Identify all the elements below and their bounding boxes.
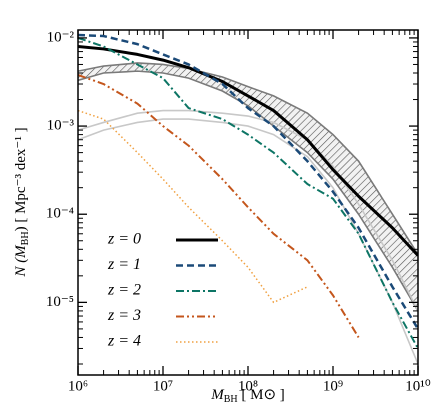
x-label-part: [ M⊙ ] — [238, 387, 285, 403]
plot-area — [78, 33, 418, 365]
legend-label: z = 2 — [107, 282, 141, 299]
x-tick-label: 10⁶ — [68, 378, 88, 394]
series-line — [78, 109, 308, 304]
series-line — [78, 33, 418, 330]
band-edge — [78, 118, 418, 365]
legend-label: z = 1 — [107, 256, 141, 273]
x-tick-label: 10¹⁰ — [405, 378, 431, 394]
series-line — [78, 74, 360, 338]
band-edge — [78, 109, 418, 312]
series-line — [78, 44, 418, 257]
axes: 10⁶ 10⁷ 10⁸ 10⁹ 10¹⁰ 10⁻⁵ 10⁻⁴ 10⁻³ 10⁻² z = 0 z =… — [46, 29, 431, 394]
series-line — [78, 36, 418, 349]
y-label-part: ) [ Mpc⁻³ dex⁻¹ ] — [13, 127, 29, 231]
y-label-part: BH — [20, 231, 31, 245]
x-tick-label: 10⁹ — [323, 378, 343, 394]
band-edge — [78, 62, 418, 255]
legend-label: z = 3 — [107, 307, 141, 324]
x-tick-label: 10⁸ — [238, 378, 258, 394]
y-label-part: N (M — [13, 244, 29, 278]
y-tick-label: 10⁻⁵ — [46, 294, 74, 310]
x-axis-label: MBH [ M⊙ ] — [210, 387, 285, 405]
x-label-part: BH — [224, 394, 238, 405]
x-tick-label: 10⁷ — [153, 378, 173, 394]
legend-label: z = 0 — [107, 231, 141, 248]
x-label-part: M — [210, 387, 225, 403]
band-edge — [78, 70, 418, 312]
y-tick-label: 10⁻⁴ — [46, 206, 74, 222]
band-fill — [78, 62, 418, 311]
y-tick-label: 10⁻³ — [47, 118, 75, 134]
y-tick-label: 10⁻² — [47, 29, 75, 45]
y-axis-label: N (MBH) [ Mpc⁻³ dex⁻¹ ] — [13, 127, 31, 277]
legend-label: z = 4 — [107, 333, 141, 350]
